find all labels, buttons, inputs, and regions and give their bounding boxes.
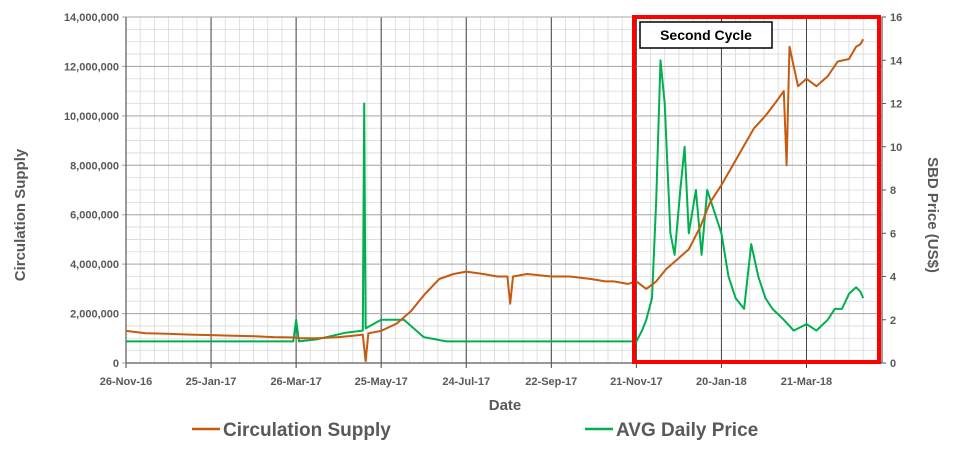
y-tick-label: 4,000,000	[70, 259, 119, 271]
x-tick-label: 21-Nov-17	[610, 376, 663, 388]
left-axis-ticks: 0 2,000,000 4,000,000 6,000,000 8,000,000 10,…	[64, 12, 119, 370]
x-tick-label: 20-Jan-18	[696, 376, 747, 388]
y-axis-title: Circulation Supply	[12, 148, 29, 281]
annotation: Second Cycle	[632, 15, 881, 364]
y-tick-label: 8,000,000	[70, 160, 119, 172]
legend-label-price: AVG Daily Price	[616, 420, 758, 441]
x-tick-label: 25-May-17	[355, 376, 408, 388]
second-cycle-frame	[632, 15, 881, 364]
right-axis-ticks: 0 2 4 6 8 10 12 14 16	[882, 12, 903, 370]
second-cycle-label: Second Cycle	[660, 27, 752, 43]
y2-tick-label: 6	[890, 228, 896, 240]
y2-tick-label: 0	[890, 358, 896, 370]
x-tick-label: 26-Mar-17	[270, 376, 321, 388]
x-tick-label: 22-Sep-17	[525, 376, 577, 388]
series-layer	[125, 38, 865, 362]
series-line-avg-daily-price	[126, 59, 865, 343]
gridlines	[122, 16, 882, 368]
x-axis-ticks: 26-Nov-16 25-Jan-17 26-Mar-17 25-May-17 24-J…	[100, 376, 832, 388]
y-tick-label: 14,000,000	[64, 12, 119, 24]
y2-tick-label: 8	[890, 185, 896, 197]
x-axis-title: Date	[489, 397, 522, 414]
y-tick-label: 2,000,000	[70, 309, 119, 321]
y2-tick-label: 14	[890, 55, 903, 67]
y2-tick-label: 10	[890, 142, 902, 154]
y2-tick-label: 16	[890, 12, 902, 24]
y2-tick-label: 2	[890, 315, 896, 327]
y-tick-label: 0	[113, 358, 119, 370]
x-tick-label: 21-Mar-18	[781, 376, 832, 388]
x-tick-label: 26-Nov-16	[100, 376, 153, 388]
x-tick-label: 25-Jan-17	[186, 376, 237, 388]
y-tick-label: 6,000,000	[70, 210, 119, 222]
series-line-circulation-supply	[125, 38, 865, 362]
y-tick-label: 12,000,000	[64, 61, 119, 73]
y2-tick-label: 4	[890, 272, 897, 284]
x-tick-label: 24-Jul-17	[442, 376, 490, 388]
second-cycle-label-box	[639, 21, 773, 49]
legend: Circulation Supply AVG Daily Price	[192, 420, 758, 441]
legend-label-supply: Circulation Supply	[223, 420, 391, 441]
y-tick-label: 10,000,000	[64, 111, 119, 123]
y2-tick-label: 12	[890, 99, 902, 111]
y2-axis-title: SBD Price (US$)	[924, 157, 941, 273]
